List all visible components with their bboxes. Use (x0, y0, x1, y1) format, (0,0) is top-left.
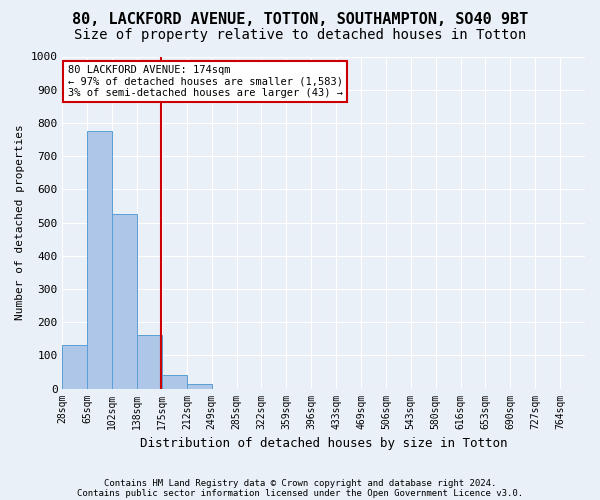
Text: Size of property relative to detached houses in Totton: Size of property relative to detached ho… (74, 28, 526, 42)
Bar (187, 384, 212, 388)
Bar (62, 346, 88, 389)
Text: 80, LACKFORD AVENUE, TOTTON, SOUTHAMPTON, SO40 9BT: 80, LACKFORD AVENUE, TOTTON, SOUTHAMPTON… (72, 12, 528, 28)
Y-axis label: Number of detached properties: Number of detached properties (15, 124, 25, 320)
Bar (88, 131, 112, 388)
Text: Contains HM Land Registry data © Crown copyright and database right 2024.: Contains HM Land Registry data © Crown c… (104, 478, 496, 488)
Text: Contains public sector information licensed under the Open Government Licence v3: Contains public sector information licen… (77, 488, 523, 498)
Bar (112, 214, 137, 388)
Bar (162, 376, 187, 388)
X-axis label: Distribution of detached houses by size in Totton: Distribution of detached houses by size … (140, 437, 508, 450)
Bar (137, 336, 162, 388)
Text: 80 LACKFORD AVENUE: 174sqm
← 97% of detached houses are smaller (1,583)
3% of se: 80 LACKFORD AVENUE: 174sqm ← 97% of deta… (68, 65, 343, 98)
